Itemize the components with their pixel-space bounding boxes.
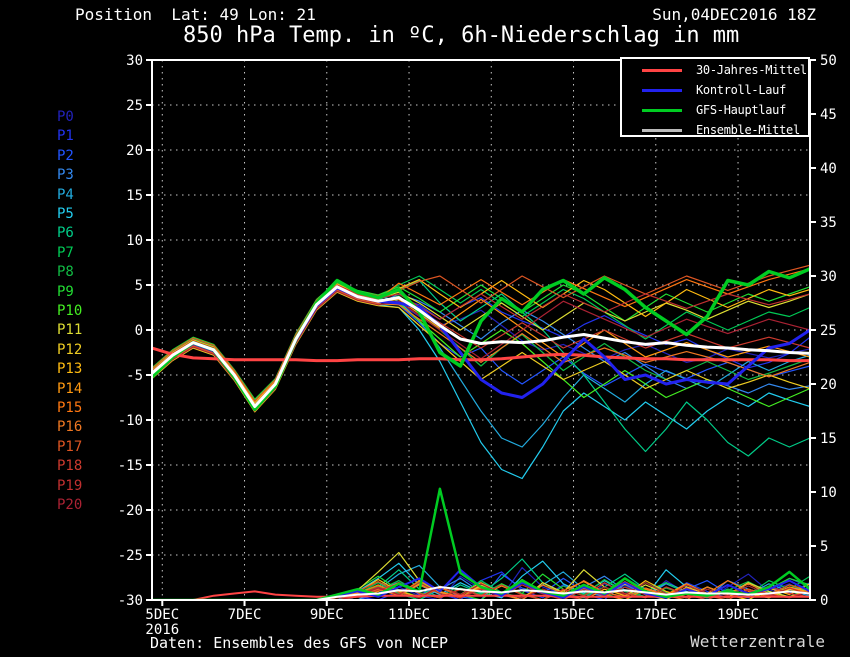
right-axis-tick-label: 35 (820, 215, 837, 231)
right-axis-tick-label: 20 (820, 377, 837, 393)
left-axis-tick-label: 30 (126, 53, 143, 69)
legend-swatch-0 (642, 68, 682, 72)
legend-row: GFS-Hauptlauf (622, 101, 808, 119)
member-label-P19: P19 (57, 477, 83, 494)
member-label-P0: P0 (57, 109, 74, 125)
left-axis-tick-label: 0 (135, 323, 143, 339)
x-axis-tick-label: 11DEC (388, 607, 430, 623)
member-label-P20: P20 (57, 497, 83, 513)
member-label-P9: P9 (57, 283, 74, 300)
position-label: Position Lat: 49 Lon: 21 (75, 5, 316, 24)
member-label-P3: P3 (57, 167, 74, 184)
temp-series-P2 (152, 285, 810, 406)
right-axis-tick-label: 30 (820, 269, 837, 285)
x-axis-tick-label: 17DEC (635, 607, 677, 623)
legend-box: 30-Jahres-Mittel Kontroll-Lauf GFS-Hauptla… (620, 57, 810, 137)
right-axis-tick-label: 40 (820, 161, 837, 177)
run-datetime-label: Sun,04DEC2016 18Z (652, 5, 816, 24)
x-axis-year-label: 2016 (145, 622, 179, 638)
legend-label: Ensemble-Mittel (696, 123, 800, 137)
left-axis-tick-label: -20 (118, 503, 143, 519)
legend-row: Ensemble-Mittel (622, 121, 808, 139)
legend-swatch-1 (642, 88, 682, 92)
temp-series-P9 (152, 280, 810, 400)
temp-series-Ensemble-Mittel (152, 285, 810, 408)
left-axis-tick-label: -10 (118, 413, 143, 429)
left-axis-tick-label: 20 (126, 143, 143, 159)
x-axis-tick-label: 9DEC (310, 607, 344, 623)
axis-labels: 302520151050-5-10-15-20-25-3050454035302… (118, 53, 837, 638)
legend-label: GFS-Hauptlauf (696, 103, 787, 117)
legend-row: Kontroll-Lauf (622, 81, 808, 99)
x-axis-tick-label: 7DEC (228, 607, 262, 623)
x-axis-tick-label: 13DEC (470, 607, 512, 623)
precip-series-P20 (152, 582, 810, 600)
chart-title: 850 hPa Temp. in ºC, 6h-Niederschlag in … (183, 23, 740, 48)
left-axis-tick-label: -25 (118, 548, 143, 564)
member-label-P18: P18 (57, 458, 83, 475)
member-label-P14: P14 (57, 380, 83, 397)
right-axis-tick-label: 45 (820, 107, 837, 123)
legend-label: 30-Jahres-Mittel (696, 63, 807, 77)
precip-series-30-Jahres-Mittel (152, 590, 810, 600)
member-label-P6: P6 (57, 225, 74, 242)
legend-row: 30-Jahres-Mittel (622, 61, 808, 79)
left-axis-tick-label: -5 (126, 368, 143, 384)
member-label-P12: P12 (57, 341, 83, 358)
left-axis-tick-label: 5 (135, 278, 143, 294)
member-label-P13: P13 (57, 361, 83, 378)
temp-series-GFS-Hauptlauf (152, 267, 810, 411)
legend-label: Kontroll-Lauf (696, 83, 787, 97)
precip-series-P19 (152, 582, 810, 600)
right-axis-tick-label: 50 (820, 53, 837, 69)
member-label-P7: P7 (57, 244, 74, 261)
member-label-P11: P11 (57, 322, 83, 339)
legend-swatch-3 (642, 128, 682, 132)
member-label-P4: P4 (57, 186, 74, 203)
right-axis-tick-label: 5 (820, 539, 828, 555)
precip-series-GFS-Hauptlauf (152, 487, 810, 600)
right-axis-tick-label: 10 (820, 485, 837, 501)
member-label-P17: P17 (57, 438, 83, 455)
member-label-P15: P15 (57, 400, 83, 416)
wetterzentrale-brand: Wetterzentrale (690, 632, 825, 651)
temp-series-30-Jahres-Mittel (152, 346, 810, 363)
right-axis-tick-label: 15 (820, 431, 837, 447)
left-axis-tick-label: 15 (126, 188, 143, 204)
temp-series-P17 (152, 264, 810, 402)
series-group (152, 264, 810, 600)
precip-series-P2 (152, 573, 810, 600)
member-label-P10: P10 (57, 303, 83, 319)
x-axis-tick-label: 5DEC (145, 607, 179, 623)
left-axis-tick-label: 25 (126, 98, 143, 114)
right-axis-tick-label: 0 (820, 593, 828, 609)
gridlines (152, 60, 810, 600)
x-axis-tick-label: 15DEC (552, 607, 594, 623)
left-axis-tick-label: -15 (118, 458, 143, 474)
member-label-P5: P5 (57, 206, 74, 222)
member-label-P8: P8 (57, 264, 74, 281)
left-axis-tick-label: -30 (118, 593, 143, 609)
legend-swatch-2 (642, 108, 682, 112)
member-label-P1: P1 (57, 128, 74, 145)
x-axis-tick-label: 19DEC (717, 607, 759, 623)
data-credit: Daten: Ensembles des GFS von NCEP (150, 634, 449, 652)
member-label-P2: P2 (57, 147, 74, 164)
member-label-P16: P16 (57, 419, 83, 436)
left-axis-tick-label: 10 (126, 233, 143, 249)
right-axis-tick-label: 25 (820, 323, 837, 339)
precip-series-Ensemble-Mittel (152, 586, 810, 600)
